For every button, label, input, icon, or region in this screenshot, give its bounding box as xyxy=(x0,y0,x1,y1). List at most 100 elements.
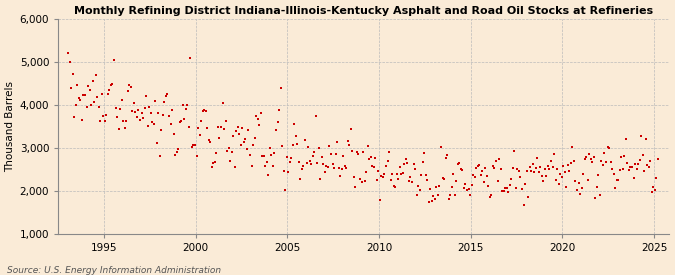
Point xyxy=(589,155,599,160)
Point xyxy=(404,179,414,183)
Point xyxy=(358,150,369,155)
Point xyxy=(202,126,213,130)
Point xyxy=(392,172,402,176)
Point xyxy=(493,157,504,161)
Point xyxy=(576,186,587,191)
Point xyxy=(186,145,197,149)
Point xyxy=(104,88,115,92)
Point xyxy=(78,93,89,97)
Point xyxy=(325,152,336,156)
Point xyxy=(472,163,483,168)
Point xyxy=(250,114,261,118)
Point xyxy=(98,113,109,118)
Point xyxy=(599,151,610,155)
Point xyxy=(207,165,217,169)
Point xyxy=(289,122,300,126)
Point xyxy=(371,177,382,182)
Point xyxy=(122,89,133,93)
Point xyxy=(538,179,549,184)
Point xyxy=(234,132,245,136)
Point xyxy=(66,86,77,90)
Point xyxy=(474,163,485,167)
Point xyxy=(353,152,364,156)
Point xyxy=(561,184,572,189)
Point xyxy=(539,167,550,171)
Point xyxy=(105,83,116,87)
Point xyxy=(191,153,202,158)
Y-axis label: Thousand Barrels: Thousand Barrels xyxy=(5,81,16,172)
Point xyxy=(113,126,124,131)
Point xyxy=(612,178,622,182)
Point xyxy=(562,163,573,167)
Point xyxy=(178,103,188,108)
Point xyxy=(236,143,246,147)
Point xyxy=(182,103,193,107)
Point xyxy=(643,164,654,169)
Point xyxy=(330,152,341,156)
Point xyxy=(153,111,164,115)
Point xyxy=(256,153,267,158)
Point xyxy=(200,109,211,113)
Point xyxy=(587,160,597,164)
Point xyxy=(593,173,603,177)
Point xyxy=(240,137,251,142)
Point xyxy=(283,170,294,174)
Point xyxy=(284,160,295,164)
Point xyxy=(171,150,182,155)
Point xyxy=(439,177,450,182)
Point xyxy=(497,189,508,194)
Point xyxy=(637,153,648,157)
Point xyxy=(84,88,95,92)
Point xyxy=(441,153,452,157)
Point xyxy=(292,141,303,146)
Point xyxy=(475,173,486,177)
Point xyxy=(396,172,406,177)
Point xyxy=(524,165,535,169)
Point xyxy=(156,128,167,132)
Point xyxy=(168,132,179,136)
Point xyxy=(458,185,469,190)
Point xyxy=(300,138,310,143)
Point xyxy=(341,166,352,170)
Point xyxy=(425,187,435,192)
Point xyxy=(618,167,628,172)
Point xyxy=(150,99,161,103)
Point xyxy=(136,111,147,115)
Point xyxy=(338,153,348,158)
Point xyxy=(555,172,566,176)
Point xyxy=(246,164,257,168)
Point xyxy=(110,106,121,110)
Point xyxy=(231,129,242,133)
Point xyxy=(508,166,518,170)
Point xyxy=(225,159,236,163)
Point xyxy=(489,166,500,170)
Point xyxy=(213,125,223,129)
Point xyxy=(642,163,653,167)
Point xyxy=(506,177,516,182)
Point xyxy=(90,73,101,77)
Point xyxy=(271,128,281,132)
Point xyxy=(515,175,526,179)
Point xyxy=(547,165,558,169)
Point xyxy=(463,186,474,191)
Point xyxy=(126,85,136,90)
Point xyxy=(628,176,639,180)
Point xyxy=(296,166,307,171)
Point xyxy=(101,113,112,117)
Point xyxy=(601,160,612,164)
Text: Source: U.S. Energy Information Administration: Source: U.S. Energy Information Administ… xyxy=(7,266,221,275)
Point xyxy=(169,153,180,157)
Point xyxy=(147,120,158,124)
Point xyxy=(584,152,595,156)
Point xyxy=(227,134,238,139)
Point xyxy=(614,168,625,172)
Point xyxy=(359,179,370,183)
Point xyxy=(279,188,290,192)
Point xyxy=(220,118,231,123)
Point xyxy=(509,149,520,153)
Point xyxy=(157,113,168,118)
Point xyxy=(76,118,87,122)
Point xyxy=(347,149,358,153)
Point xyxy=(435,145,446,149)
Point xyxy=(454,160,465,165)
